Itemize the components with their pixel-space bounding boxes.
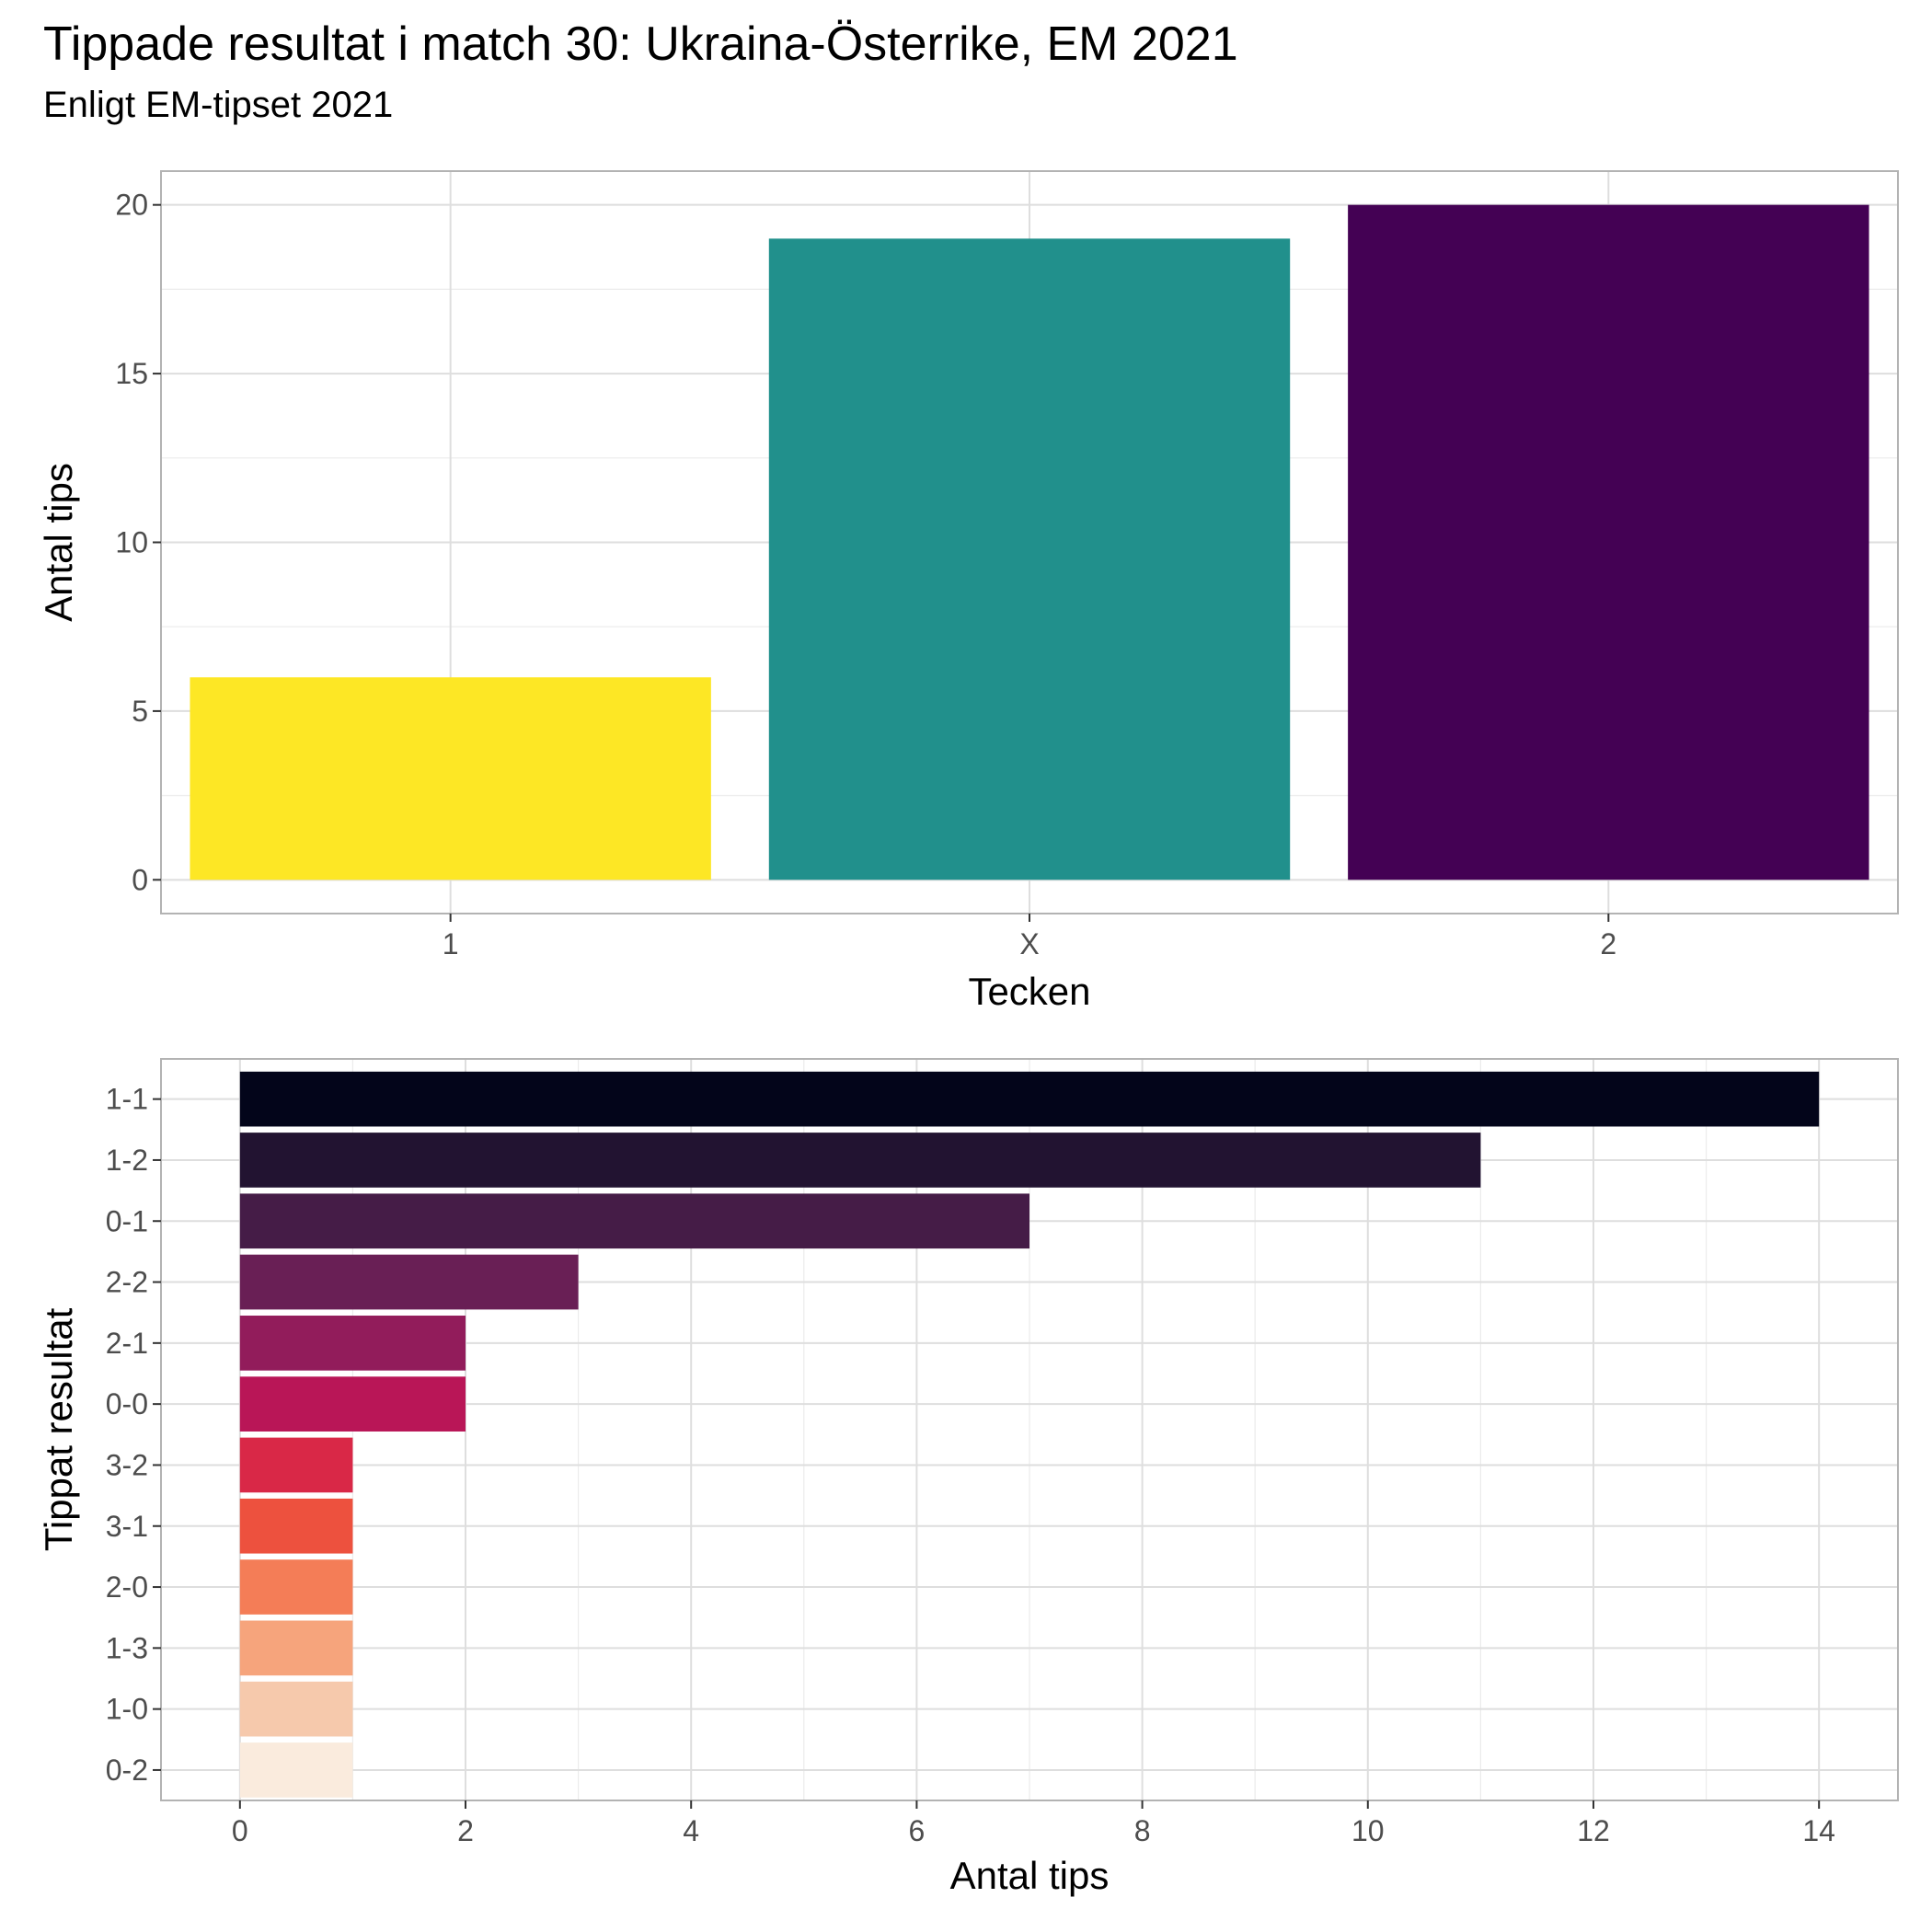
bar-3-1 bbox=[239, 1498, 353, 1554]
x-axis-title: Tecken bbox=[968, 970, 1090, 1013]
y-tick-label: 20 bbox=[115, 189, 148, 222]
x-tick-label: X bbox=[1019, 927, 1039, 960]
bar-2 bbox=[1348, 204, 1869, 880]
y-tick-label: 5 bbox=[132, 695, 148, 728]
x-tick-label: 6 bbox=[909, 1814, 926, 1847]
x-tick-label: 0 bbox=[232, 1814, 248, 1847]
y-tick-label: 1-1 bbox=[106, 1083, 148, 1116]
y-tick-label: 2-1 bbox=[106, 1327, 148, 1360]
y-axis-title: Antal tips bbox=[37, 463, 80, 622]
y-tick-label: 0-2 bbox=[106, 1754, 148, 1787]
bar-1-1 bbox=[239, 1071, 1820, 1127]
bar-1-3 bbox=[239, 1620, 353, 1676]
bar-2-2 bbox=[239, 1254, 579, 1310]
chart-title: Tippade resultat i match 30: Ukraina-Öst… bbox=[43, 17, 1238, 71]
bar-0-0 bbox=[239, 1376, 466, 1432]
y-tick-label: 10 bbox=[115, 526, 148, 559]
y-tick-label: 3-2 bbox=[106, 1448, 148, 1481]
y-tick-label: 0-1 bbox=[106, 1204, 148, 1237]
x-tick-label: 2 bbox=[457, 1814, 474, 1847]
y-tick-label: 3-1 bbox=[106, 1510, 148, 1543]
y-tick-label: 2-0 bbox=[106, 1570, 148, 1604]
y-tick-label: 0-0 bbox=[106, 1387, 148, 1420]
x-axis-title: Antal tips bbox=[950, 1854, 1110, 1897]
x-tick-label: 1 bbox=[443, 927, 459, 960]
bar-0-2 bbox=[239, 1742, 353, 1798]
x-tick-label: 8 bbox=[1134, 1814, 1151, 1847]
chart-subtitle: Enligt EM-tipset 2021 bbox=[43, 85, 394, 125]
bar-2-0 bbox=[239, 1559, 353, 1615]
x-tick-label: 10 bbox=[1351, 1814, 1385, 1847]
y-tick-label: 2-2 bbox=[106, 1266, 148, 1299]
bar-3-2 bbox=[239, 1437, 353, 1493]
y-tick-label: 15 bbox=[115, 357, 148, 390]
bar-1 bbox=[190, 677, 711, 880]
y-axis-title: Tippat resultat bbox=[37, 1307, 80, 1551]
x-tick-label: 14 bbox=[1802, 1814, 1835, 1847]
y-tick-label: 1-3 bbox=[106, 1631, 148, 1664]
panel-border bbox=[160, 1058, 1899, 1801]
y-tick-label: 1-2 bbox=[106, 1144, 148, 1177]
bar-0-1 bbox=[239, 1193, 1029, 1249]
x-tick-label: 12 bbox=[1577, 1814, 1610, 1847]
x-tick-label: 2 bbox=[1600, 927, 1616, 960]
bar-1-0 bbox=[239, 1681, 353, 1737]
bar-X bbox=[768, 238, 1291, 880]
x-tick-label: 4 bbox=[683, 1814, 699, 1847]
y-tick-label: 1-0 bbox=[106, 1693, 148, 1726]
bar-2-1 bbox=[239, 1316, 466, 1371]
bar-1-2 bbox=[239, 1133, 1481, 1188]
y-tick-label: 0 bbox=[132, 863, 148, 896]
